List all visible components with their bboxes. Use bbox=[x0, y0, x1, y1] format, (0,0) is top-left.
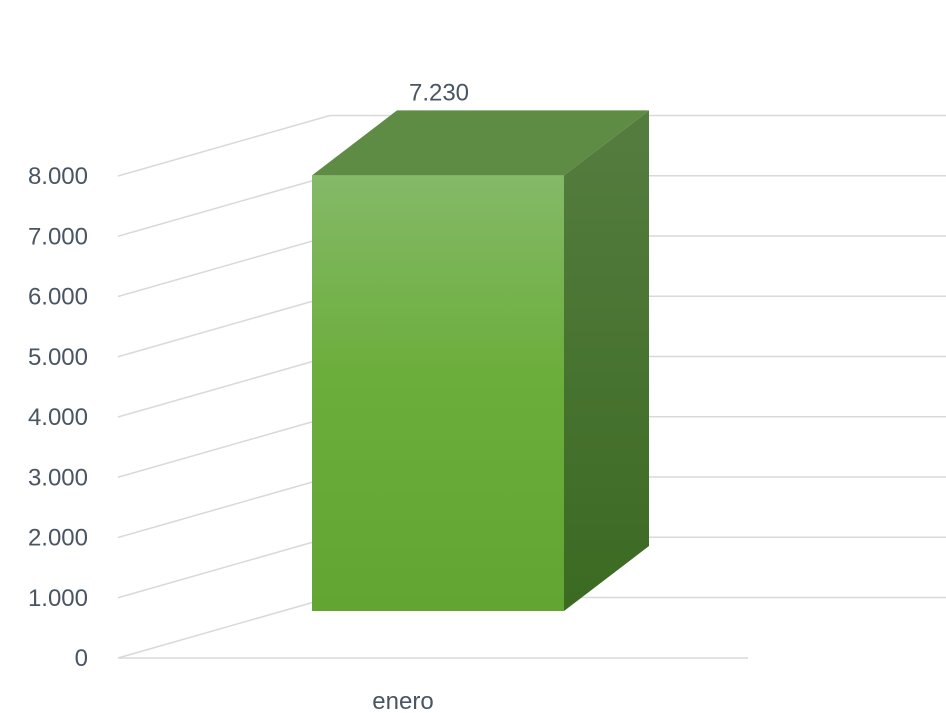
y-tick-label: 4.000 bbox=[28, 404, 88, 431]
gridline-side bbox=[117, 355, 331, 418]
y-axis-tick-labels: 0 1.000 2.000 3.000 4.000 5.000 6.000 7.000 8.00… bbox=[28, 163, 88, 672]
bar bbox=[312, 175, 564, 611]
y-tick-label: 8.000 bbox=[28, 163, 88, 190]
x-axis-category-labels: enero bbox=[372, 688, 433, 713]
y-tick-label: 0 bbox=[75, 645, 88, 672]
x-category-label: enero bbox=[372, 688, 433, 713]
bar-side-face bbox=[564, 110, 649, 611]
y-tick-label: 7.000 bbox=[28, 223, 88, 250]
gridline-side bbox=[117, 536, 331, 599]
gridline-side bbox=[117, 416, 331, 478]
gridline-side bbox=[117, 235, 331, 298]
gridline-side bbox=[117, 175, 331, 237]
gridline-side bbox=[117, 295, 331, 358]
y-tick-label: 5.000 bbox=[28, 344, 88, 371]
y-tick-label: 3.000 bbox=[28, 464, 88, 491]
gridline-side bbox=[117, 114, 331, 177]
y-tick-label: 6.000 bbox=[28, 284, 88, 311]
gridline-side bbox=[117, 596, 331, 659]
y-tick-label: 1.000 bbox=[28, 585, 88, 612]
gridline-side bbox=[117, 476, 331, 539]
bar-series bbox=[312, 110, 649, 611]
data-label: 7.230 bbox=[409, 79, 469, 106]
bar-top-face bbox=[312, 110, 649, 176]
data-labels: 7.230 bbox=[409, 79, 469, 106]
y-tick-label: 2.000 bbox=[28, 525, 88, 552]
